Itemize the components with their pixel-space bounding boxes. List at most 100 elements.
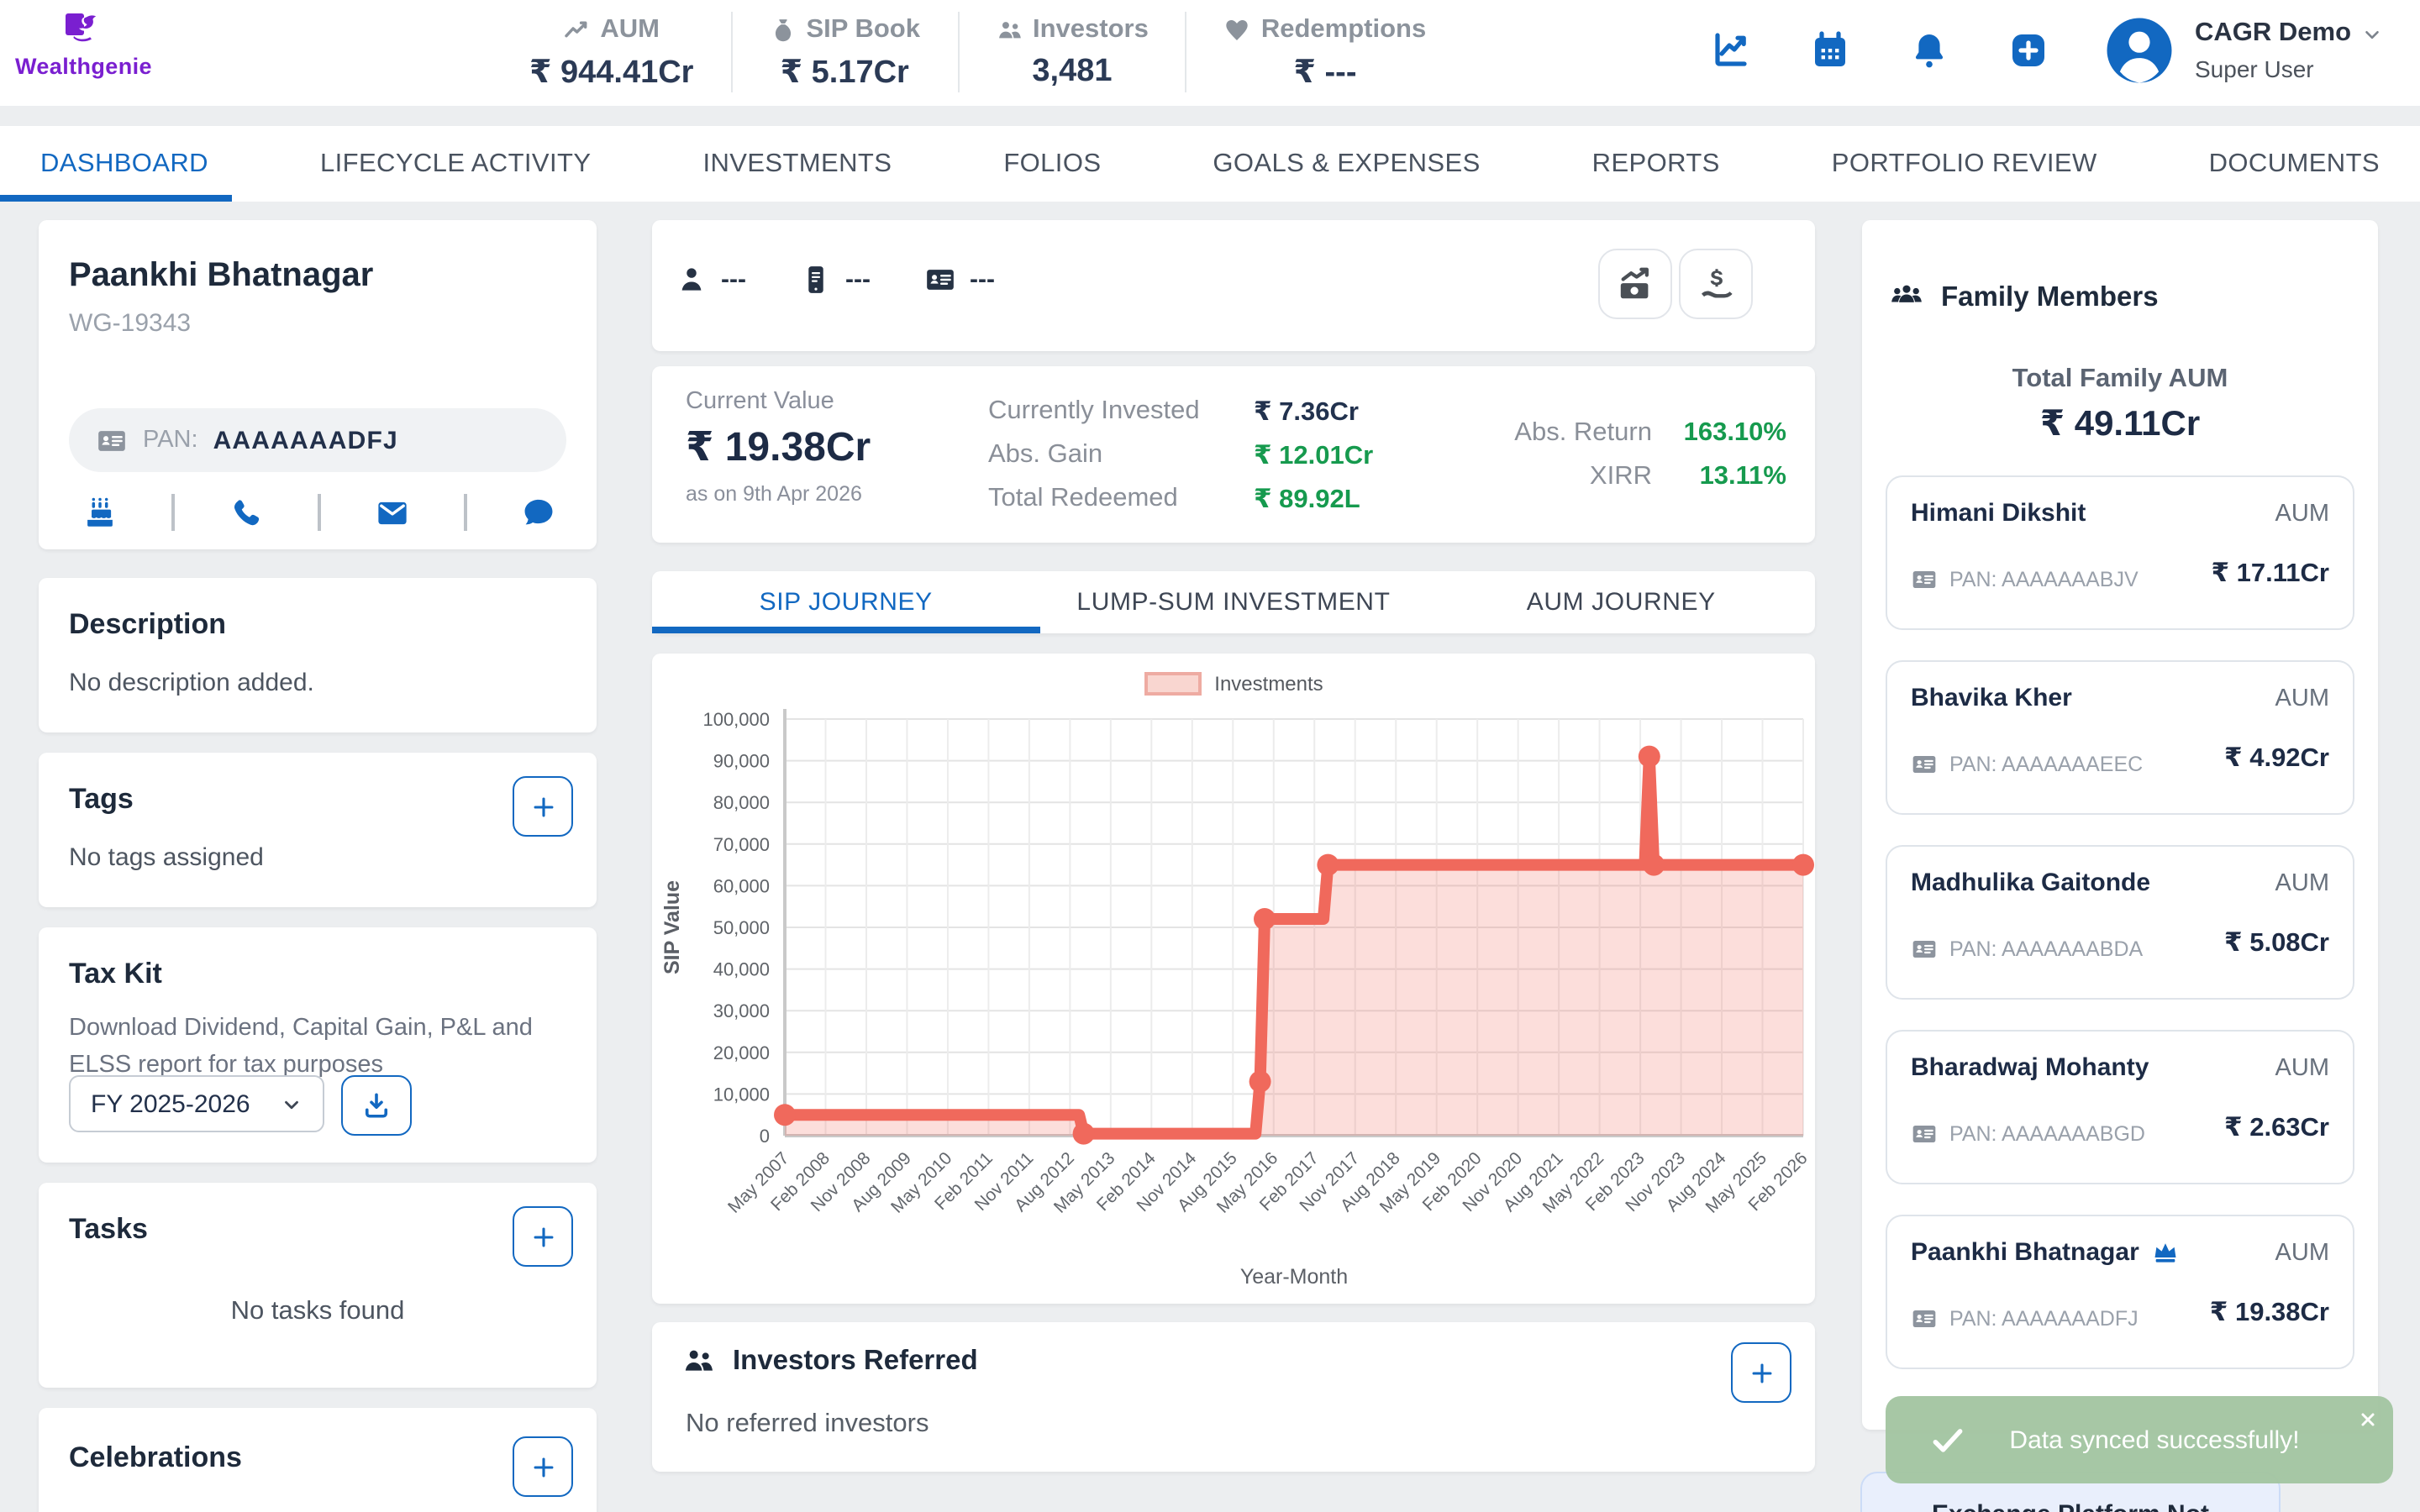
member-aum-value: ₹ 19.38Cr [2210,1297,2329,1329]
member-name: Bhavika Kher [1911,684,2072,712]
user-menu[interactable]: CAGR Demo Super User [2104,15,2383,86]
svg-text:40,000: 40,000 [713,959,770,980]
family-member-card[interactable]: Madhulika Gaitonde AUM PAN: AAAAAAABDA ₹… [1886,845,2354,1000]
legend-swatch [1144,672,1201,696]
tasks-title: Tasks [69,1213,566,1247]
stat-row-label: Abs. Gain [988,440,1254,470]
chart-legend: Investments [652,654,1815,696]
bell-icon[interactable] [1909,30,1949,71]
divider [318,494,321,531]
id-card-icon [1911,751,1938,778]
add-task-button[interactable] [513,1206,573,1267]
description-card: Description No description added. [39,578,597,732]
contact-actions [82,494,556,531]
tax-kit-description: Download Dividend, Capital Gain, P&L and… [69,1011,566,1084]
id-card-icon [1911,1121,1938,1147]
return-value: 13.11% [1682,462,1786,492]
chat-icon[interactable] [521,495,556,530]
chart-tab[interactable]: SIP JOURNEY [652,571,1039,633]
toast-message: Data synced successfully! [1966,1425,2343,1454]
genie-lamp-icon [62,8,103,52]
financial-year-value: FY 2025-2026 [91,1089,250,1118]
description-title: Description [69,608,566,642]
nav-tab[interactable]: INVESTMENTS [702,126,892,202]
add-celebration-button[interactable] [513,1436,573,1497]
member-aum-value: ₹ 17.11Cr [2212,558,2330,590]
nav-tab[interactable]: GOALS & EXPENSES [1213,126,1480,202]
kyc-icon [924,264,956,296]
celebrations-title: Celebrations [69,1441,566,1475]
nav-tab[interactable]: REPORTS [1592,126,1720,202]
nav-tab[interactable]: DOCUMENTS [2209,126,2380,202]
description-empty: No description added. [69,669,566,697]
stat-value: ₹ 5.17Cr [769,54,920,92]
tags-card: Tags No tags assigned [39,753,597,907]
nav-tab[interactable]: FOLIOS [1003,126,1101,202]
birthday-cake-icon[interactable] [82,495,118,530]
stat-row-label: Currently Invested [988,396,1254,427]
kyc-value: --- [845,265,871,294]
tax-kit-card: Tax Kit Download Dividend, Capital Gain,… [39,927,597,1163]
return-row: XIRR 13.11% [1349,455,1786,499]
member-pan: PAN: AAAAAAABDA [1949,937,2143,961]
header-stat: SIP Book ₹ 5.17Cr [732,12,959,92]
tags-empty: No tags assigned [69,843,566,872]
family-member-card[interactable]: Bhavika Kher AUM PAN: AAAAAAAEEC ₹ 4.92C… [1886,660,2354,815]
phone-icon[interactable] [229,495,264,530]
hand-holding-dollar-button[interactable] [1679,249,1753,319]
chart-tab[interactable]: AUM JOURNEY [1428,571,1815,633]
stat-value: ₹ --- [1224,54,1426,92]
calendar-icon[interactable] [1810,30,1850,71]
header-stat: Investors 3,481 [959,12,1187,92]
envelope-icon[interactable] [375,495,410,530]
kyc-icon [676,264,708,296]
download-tax-kit-button[interactable] [341,1075,412,1136]
header-stats: AUM ₹ 944.41Cr SIP Book ₹ 5.17Cr Inv [492,12,1463,92]
add-referred-investor-button[interactable] [1731,1342,1791,1403]
user-role: Super User [2195,55,2383,82]
nav-tab[interactable]: DASHBOARD [40,126,208,202]
user-name: CAGR Demo [2195,18,2351,49]
family-member-card[interactable]: Himani Dikshit AUM PAN: AAAAAAABJV ₹ 17.… [1886,475,2354,630]
member-pan: PAN: AAAAAAABJV [1949,568,2139,591]
chart-tab[interactable]: LUMP-SUM INVESTMENT [1039,571,1427,633]
nav-tab[interactable]: PORTFOLIO REVIEW [1832,126,2097,202]
kyc-icon [800,264,832,296]
investment-growth-button[interactable] [1598,249,1672,319]
member-pan: PAN: AAAAAAADFJ [1949,1307,2139,1331]
add-tag-button[interactable] [513,776,573,837]
chart-axis-icon[interactable] [1711,30,1751,71]
wealthgenie-dashboard: Wealthgenie AUM ₹ 944.41Cr SIP Book [0,0,2420,1512]
svg-text:Year-Month: Year-Month [1240,1265,1348,1289]
id-card-icon [1911,1305,1938,1332]
pan-pill: PAN: AAAAAAADFJ [69,408,566,472]
stat-icon [1224,17,1251,44]
stat-row-label: Total Redeemed [988,484,1254,514]
chart-tabs-card: SIP JOURNEY LUMP-SUM INVESTMENT AUM JOUR… [652,571,1815,633]
stat-row: Abs. Gain ₹ 12.01Cr [988,433,1373,477]
member-name: Madhulika Gaitonde [1911,869,2150,897]
stat-label: Investors [1033,15,1149,45]
stat-label: Redemptions [1261,15,1426,45]
family-member-card[interactable]: Paankhi Bhatnagar AUM PAN: AAAAAAADFJ ₹ … [1886,1215,2354,1369]
svg-text:100,000: 100,000 [702,709,770,730]
family-member-card[interactable]: Bharadwaj Mohanty AUM PAN: AAAAAAABGD ₹ … [1886,1030,2354,1184]
brand-name: Wealthgenie [15,54,150,79]
close-icon[interactable] [2358,1410,2378,1430]
family-members-title: Family Members [1941,282,2159,314]
id-card-icon [1911,566,1938,593]
investors-referred-card: Investors Referred No referred investors [652,1322,1815,1472]
kyc-item: --- [924,264,995,296]
brand-logo[interactable]: Wealthgenie [15,8,150,79]
member-aum-value: ₹ 4.92Cr [2224,743,2329,774]
investors-referred-empty: No referred investors [686,1410,929,1440]
pan-label: PAN: [143,427,198,454]
kyc-item: --- [676,264,746,296]
nav-tab[interactable]: LIFECYCLE ACTIVITY [320,126,591,202]
header-stat: Redemptions ₹ --- [1187,12,1463,92]
tags-title: Tags [69,783,566,816]
financial-year-select[interactable]: FY 2025-2026 [69,1075,324,1132]
stat-value: 3,481 [996,54,1149,91]
member-aum-label: AUM [2275,501,2329,528]
add-icon[interactable] [2008,30,2049,71]
